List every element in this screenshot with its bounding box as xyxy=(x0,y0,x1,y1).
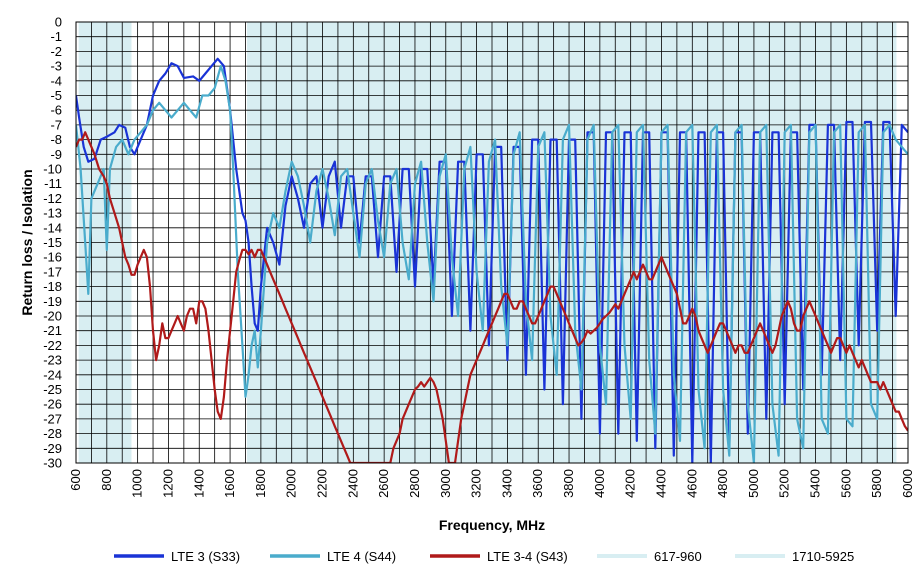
y-tick-label: -22 xyxy=(43,338,62,353)
x-tick-label: 4800 xyxy=(715,469,730,498)
y-tick-label: -2 xyxy=(50,44,62,59)
x-tick-label: 5200 xyxy=(777,469,792,498)
y-tick-label: -1 xyxy=(50,29,62,44)
y-tick-label: -7 xyxy=(50,117,62,132)
series-line-1 xyxy=(76,65,908,463)
x-tick-label: 1800 xyxy=(253,469,268,498)
y-tick-label: -24 xyxy=(43,367,62,382)
y-tick-label: -19 xyxy=(43,294,62,309)
y-tick-label: 0 xyxy=(55,15,62,30)
y-tick-label: -28 xyxy=(43,426,62,441)
legend-label-0: LTE 3 (S33) xyxy=(171,549,240,564)
x-tick-label: 2000 xyxy=(284,469,299,498)
y-tick-label: -14 xyxy=(43,220,62,235)
x-tick-label: 3800 xyxy=(561,469,576,498)
y-tick-label: -3 xyxy=(50,59,62,74)
data-series xyxy=(76,57,908,463)
y-tick-label: -12 xyxy=(43,191,62,206)
y-tick-label: -16 xyxy=(43,250,62,265)
x-tick-label: 4400 xyxy=(653,469,668,498)
legend-label-4: 1710-5925 xyxy=(792,549,854,564)
x-tick-label: 1600 xyxy=(222,469,237,498)
y-tick-label: -18 xyxy=(43,279,62,294)
x-tick-label: 1000 xyxy=(130,469,145,498)
x-tick-label: 4200 xyxy=(623,469,638,498)
legend: LTE 3 (S33) LTE 4 (S44) LTE 3-4 (S43) 617-9… xyxy=(114,549,854,564)
x-tick-label: 3400 xyxy=(499,469,514,498)
legend-label-2: LTE 3-4 (S43) xyxy=(487,549,568,564)
y-tick-label: -21 xyxy=(43,323,62,338)
y-tick-label: -13 xyxy=(43,206,62,221)
x-tick-label: 1200 xyxy=(160,469,175,498)
series-line-0 xyxy=(76,57,908,463)
x-tick-label: 6000 xyxy=(900,469,915,498)
x-tick-label: 5600 xyxy=(838,469,853,498)
x-tick-label: 5400 xyxy=(808,469,823,498)
y-tick-label: -8 xyxy=(50,132,62,147)
x-tick-label: 4000 xyxy=(592,469,607,498)
x-tick-label: 3200 xyxy=(469,469,484,498)
legend-label-3: 617-960 xyxy=(654,549,702,564)
y-tick-label: -9 xyxy=(50,147,62,162)
y-tick-label: -4 xyxy=(50,73,62,88)
y-axis-title: Return loss / Isolation xyxy=(19,169,35,315)
x-tick-label: 800 xyxy=(99,469,114,491)
y-tick-label: -6 xyxy=(50,103,62,118)
x-tick-label: 3600 xyxy=(530,469,545,498)
x-tick-label: 600 xyxy=(68,469,83,491)
y-tick-label: -26 xyxy=(43,397,62,412)
x-tick-label: 2800 xyxy=(407,469,422,498)
y-tick-label: -29 xyxy=(43,441,62,456)
y-tick-label: -17 xyxy=(43,264,62,279)
x-axis-title: Frequency, MHz xyxy=(439,517,545,533)
y-tick-label: -10 xyxy=(43,162,62,177)
y-tick-label: -25 xyxy=(43,382,62,397)
x-tick-label: 2600 xyxy=(376,469,391,498)
series-line-2 xyxy=(76,131,908,463)
y-tick-label: -15 xyxy=(43,235,62,250)
x-tick-label: 3000 xyxy=(438,469,453,498)
legend-label-1: LTE 4 (S44) xyxy=(327,549,396,564)
y-tick-label: -27 xyxy=(43,411,62,426)
x-tick-label: 5800 xyxy=(869,469,884,498)
plot-frame xyxy=(75,21,909,464)
y-tick-label: -20 xyxy=(43,309,62,324)
x-tick-label: 2200 xyxy=(315,469,330,498)
y-tick-label: -23 xyxy=(43,353,62,368)
tick-labels: 600 800 1000 1200 1400 1600 1800 2000 2200 2400 26… xyxy=(43,15,915,498)
x-tick-label: 2400 xyxy=(345,469,360,498)
x-tick-label: 4600 xyxy=(684,469,699,498)
x-tick-label: 5000 xyxy=(746,469,761,498)
x-tick-label: 1400 xyxy=(191,469,206,498)
y-tick-label: -5 xyxy=(50,88,62,103)
y-tick-label: -30 xyxy=(43,456,62,471)
y-tick-label: -11 xyxy=(44,176,62,191)
